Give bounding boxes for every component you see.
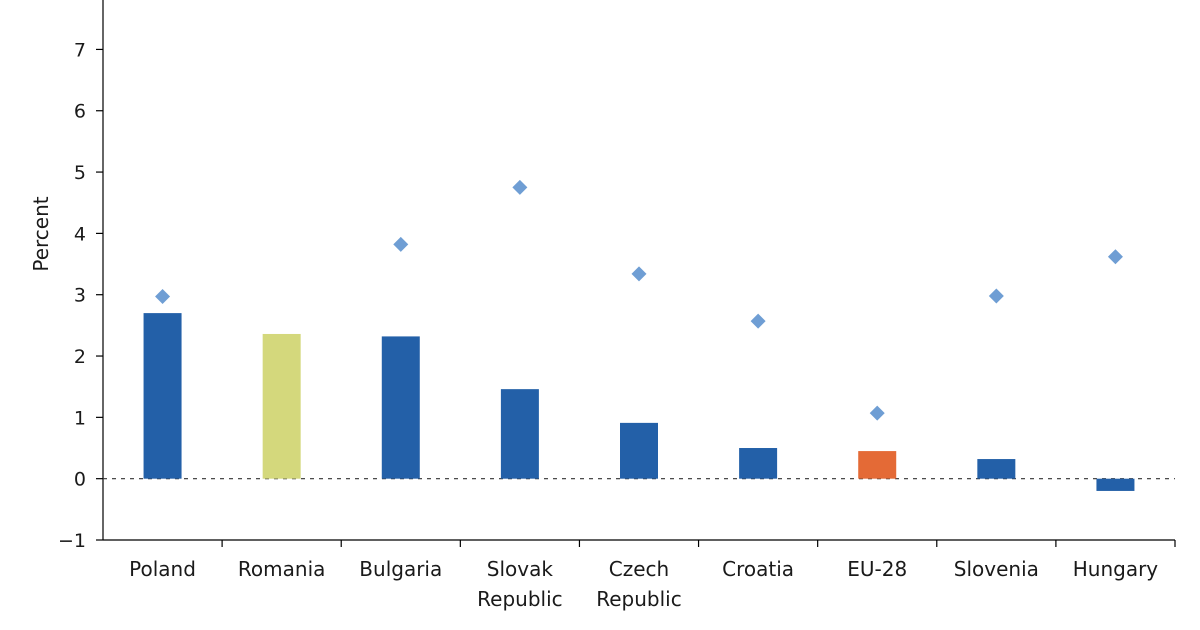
- bar: [262, 333, 301, 479]
- x-category-label: Hungary: [1073, 557, 1159, 581]
- x-category-label: EU-28: [847, 557, 907, 581]
- y-tick-label: 7: [74, 39, 86, 61]
- bar-series: [143, 313, 1135, 491]
- x-category-label: Croatia: [722, 557, 794, 581]
- y-tick-label: 3: [74, 285, 86, 307]
- x-category-label: Slovak: [487, 557, 554, 581]
- bar: [143, 313, 182, 479]
- x-category-label: Slovenia: [954, 557, 1039, 581]
- y-axis-label: Percent: [29, 196, 53, 271]
- bar: [858, 451, 897, 479]
- marker-point: [512, 179, 528, 195]
- x-category-label: Republic: [477, 587, 562, 611]
- x-axis: Poland Romania Bulgaria Slovak Republic Czech…: [103, 539, 1176, 611]
- bar: [739, 448, 778, 479]
- bar: [500, 389, 539, 479]
- marker-point: [155, 289, 171, 305]
- bar: [620, 422, 658, 479]
- marker-series: [155, 179, 1123, 421]
- bar: [1096, 478, 1135, 491]
- y-tick-label: 1: [74, 407, 86, 429]
- y-tick-label: 2: [74, 346, 86, 368]
- marker-point: [869, 405, 885, 421]
- y-tick-label: 6: [74, 101, 86, 123]
- x-category-label: Republic: [596, 587, 681, 611]
- bar: [381, 336, 420, 479]
- marker-point: [393, 236, 409, 252]
- x-category-label: Romania: [238, 557, 325, 581]
- marker-point: [631, 266, 647, 282]
- y-tick-label: 4: [74, 223, 86, 245]
- x-category-label: Poland: [129, 557, 196, 581]
- x-category-label: Czech: [609, 557, 669, 581]
- y-tick-label: −1: [58, 530, 86, 552]
- marker-point: [988, 288, 1004, 304]
- x-category-label: Bulgaria: [359, 557, 442, 581]
- y-axis: −1 0 1 2 3 4 5 6 7: [58, 0, 104, 552]
- marker-point: [750, 313, 766, 329]
- bar: [977, 459, 1016, 479]
- marker-point: [1107, 249, 1123, 265]
- y-tick-label: 5: [74, 162, 86, 184]
- y-tick-label: 0: [74, 469, 86, 491]
